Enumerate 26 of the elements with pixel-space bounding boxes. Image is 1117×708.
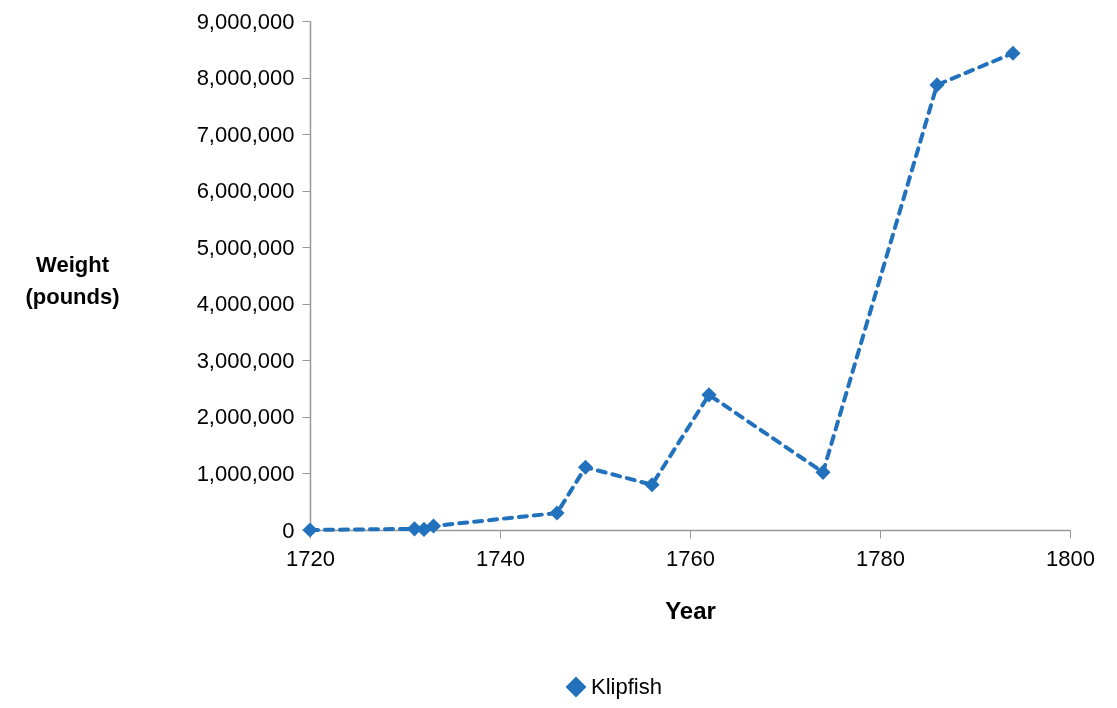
y-tick-label: 4,000,000 (196, 291, 295, 317)
point (1005, 45, 1021, 61)
x-tick-label: 1780 (856, 545, 905, 571)
point (577, 459, 594, 475)
y-tick-label: 3,000,000 (196, 347, 295, 373)
x-tick-label: 1720 (286, 545, 335, 571)
y-tick-label: 8,000,000 (196, 65, 295, 91)
y-axis-title: Weight (pounds) (25, 251, 120, 309)
y-tick-label: 2,000,000 (196, 404, 295, 430)
y-tick-label: 1,000,000 (196, 460, 295, 486)
point (929, 77, 945, 93)
legend-label: Klipfish (591, 674, 662, 699)
point (644, 477, 660, 493)
y-tick-label: 9,000,000 (196, 8, 295, 34)
point (549, 505, 565, 521)
y-tick-label: 6,000,000 (196, 178, 295, 204)
y-tick-label: 5,000,000 (196, 234, 295, 260)
point (815, 464, 831, 480)
point (425, 518, 442, 534)
x-tick-label: 1760 (666, 545, 715, 571)
x-tick-label: 1800 (1046, 545, 1095, 571)
y-tick-label: 0 (282, 517, 295, 543)
point (701, 387, 717, 403)
x-axis-title: Year (665, 596, 716, 624)
y-tick-label: 7,000,000 (196, 121, 295, 147)
x-tick-label: 1740 (476, 545, 525, 571)
